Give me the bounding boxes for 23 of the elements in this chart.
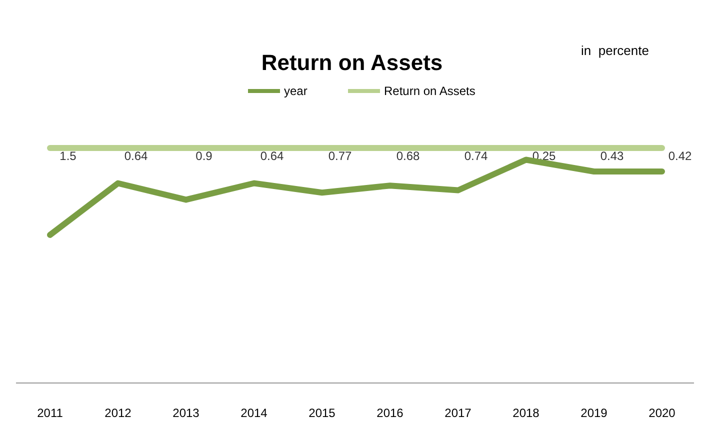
x-tick-label: 2018 [512, 406, 540, 420]
legend-label: year [284, 84, 308, 98]
annotation: 0.74 [464, 149, 488, 163]
x-tick-label: 2015 [308, 406, 336, 420]
annotation: 0.68 [396, 149, 420, 163]
legend-label: Return on Assets [384, 84, 476, 98]
annotation: 0.43 [600, 149, 624, 163]
x-tick-label: 2013 [172, 406, 200, 420]
text: in percente [581, 43, 649, 58]
x-tick-label: 2011 [37, 406, 64, 420]
annotation: 0.64 [124, 149, 148, 163]
chart-title: Return on Assets [261, 50, 443, 75]
annotation: 0.64 [260, 149, 284, 163]
annotation: 0.77 [328, 149, 352, 163]
x-tick-label: 2014 [240, 406, 268, 420]
x-tick-label: 2020 [648, 406, 676, 420]
x-tick-label: 2012 [104, 406, 132, 420]
annotation: 0.9 [196, 149, 213, 163]
x-tick-label: 2017 [444, 406, 472, 420]
annotation: 1.5 [60, 149, 77, 163]
x-tick-label: 2016 [376, 406, 404, 420]
x-tick-label: 2019 [580, 406, 608, 420]
annotation: 0.42 [668, 149, 692, 163]
